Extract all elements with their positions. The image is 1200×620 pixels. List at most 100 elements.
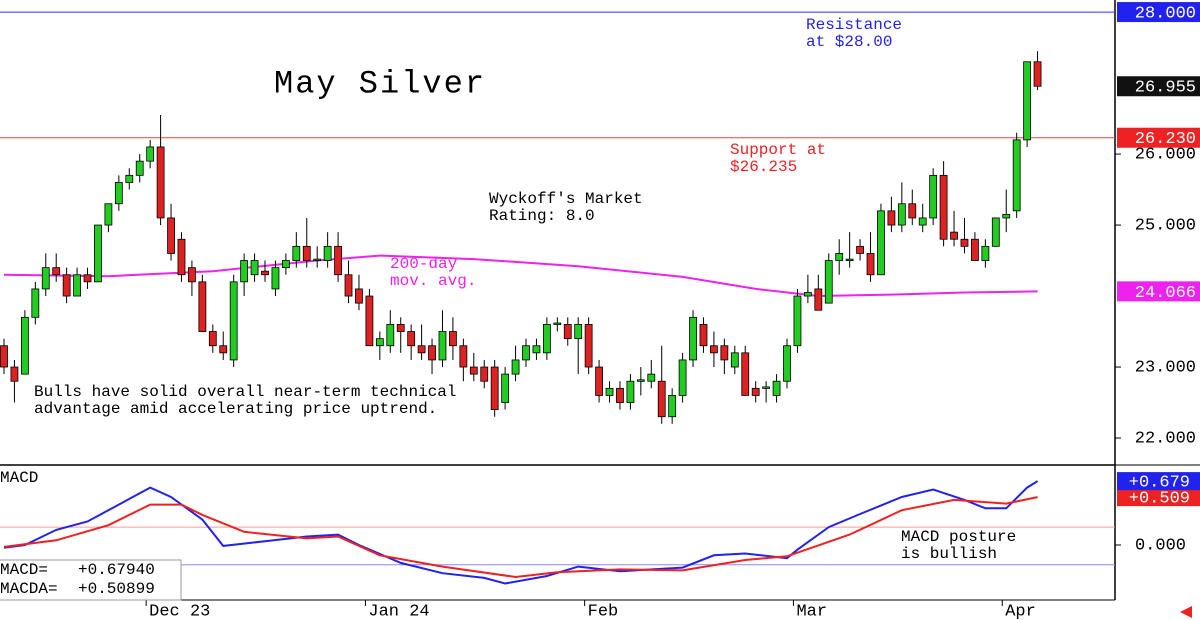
candle-body xyxy=(428,345,436,361)
y-tick-label: 22.000 xyxy=(1135,430,1196,449)
annotation: Wyckoff's Market Rating: 8.0 xyxy=(489,190,643,225)
candle-body xyxy=(407,331,416,347)
candle-body xyxy=(208,331,217,347)
series-line xyxy=(3,496,1038,579)
readout-box xyxy=(0,559,182,601)
candle-body xyxy=(386,324,395,347)
chart-title: May Silver xyxy=(274,65,486,102)
candle-body xyxy=(971,238,979,261)
candle-body xyxy=(772,380,781,396)
series-line xyxy=(3,480,1039,585)
candle-body xyxy=(699,324,708,347)
x-tick-label: Apr xyxy=(1005,602,1036,620)
candle-body xyxy=(866,253,875,276)
candle-body xyxy=(741,352,750,396)
annotation-line: $26.235 xyxy=(730,158,797,176)
candle-body xyxy=(240,260,249,283)
candle-body xyxy=(365,295,374,347)
candle-body xyxy=(0,345,8,368)
candle-body xyxy=(720,345,729,361)
candle-body xyxy=(177,238,186,276)
candle-body xyxy=(292,245,301,261)
annotation: MACD posture is bullish xyxy=(901,528,1016,563)
scroll-arrow[interactable] xyxy=(1180,606,1192,618)
price-tag xyxy=(1117,2,1200,23)
candle-body xyxy=(188,267,196,283)
candle-body xyxy=(375,338,384,347)
candle-body xyxy=(31,288,40,318)
candle-body xyxy=(1023,61,1032,141)
candle-body xyxy=(198,281,207,332)
annotation-line: Support at xyxy=(730,141,826,159)
candle-body xyxy=(229,281,238,361)
candle-body xyxy=(563,324,572,340)
candle-body xyxy=(793,295,802,347)
candle-body xyxy=(73,274,81,297)
candle-body xyxy=(908,203,917,219)
candle-body xyxy=(146,146,155,162)
y-tick-label: 26.000 xyxy=(1135,146,1196,165)
candle-body xyxy=(167,217,175,254)
candle-body xyxy=(511,359,520,375)
candle-body xyxy=(281,260,290,269)
annotation-line: MACD posture xyxy=(901,528,1016,546)
candle-body xyxy=(950,231,958,240)
annotation-line: Resistance xyxy=(806,16,902,34)
candle-body xyxy=(41,267,50,290)
candle-body xyxy=(52,267,61,276)
annotation-line: 200-day xyxy=(390,255,458,273)
candle-body xyxy=(751,387,760,396)
candle-body xyxy=(532,345,541,354)
candle-body xyxy=(689,316,697,361)
candle-body xyxy=(856,245,864,254)
readout-name: MACD= xyxy=(0,561,48,579)
annotation-line: Rating: 8.0 xyxy=(489,207,595,225)
candle-body xyxy=(501,373,510,403)
readout-name: MACDA= xyxy=(0,580,58,598)
x-tick-label: Dec 23 xyxy=(149,602,210,620)
candle-body xyxy=(104,203,113,226)
candle-body xyxy=(584,324,593,368)
candle-body xyxy=(114,182,123,205)
candle-body xyxy=(83,274,92,283)
candle-body xyxy=(605,387,614,396)
candle-body xyxy=(783,345,791,382)
price-tag-label: 28.000 xyxy=(1135,5,1196,24)
candle-body xyxy=(10,366,19,382)
candle-body xyxy=(939,174,948,240)
candle-body xyxy=(459,345,468,368)
series-line xyxy=(3,254,1038,298)
candle-body xyxy=(626,380,635,403)
candle-body xyxy=(355,288,363,304)
candle-body xyxy=(156,146,165,219)
y-tick-label: 25.000 xyxy=(1135,217,1196,236)
y-tick-label: 0.000 xyxy=(1135,536,1186,555)
candle-body xyxy=(20,316,29,375)
annotation: Bulls have solid overall near-term techn… xyxy=(34,383,456,418)
candle-body xyxy=(647,373,656,382)
value-tag xyxy=(1117,488,1200,507)
candle-body xyxy=(449,331,457,347)
candle-body xyxy=(125,174,134,183)
candle-body xyxy=(261,270,269,276)
x-tick-label: Feb xyxy=(588,602,619,620)
candle-body xyxy=(981,245,990,261)
annotation-line: Bulls have solid overall near-term techn… xyxy=(34,383,456,401)
candle-body xyxy=(897,203,906,226)
candle-body xyxy=(710,345,718,354)
annotation-line: is bullish xyxy=(901,545,997,563)
readout-value: +0.67940 xyxy=(78,561,155,579)
candle-body xyxy=(929,174,938,219)
candle-body xyxy=(803,292,812,297)
candle-body xyxy=(302,245,311,261)
annotation: Support at $26.235 xyxy=(730,141,826,176)
candle-body xyxy=(574,324,583,340)
candle-body xyxy=(469,366,478,375)
value-tag-label: +0.509 xyxy=(1129,490,1190,509)
candle-body xyxy=(657,380,666,418)
candle-body xyxy=(887,210,896,226)
candle-body xyxy=(334,245,342,276)
price-tag xyxy=(1117,127,1200,148)
candle-body xyxy=(918,217,927,226)
candle-body xyxy=(668,395,677,418)
